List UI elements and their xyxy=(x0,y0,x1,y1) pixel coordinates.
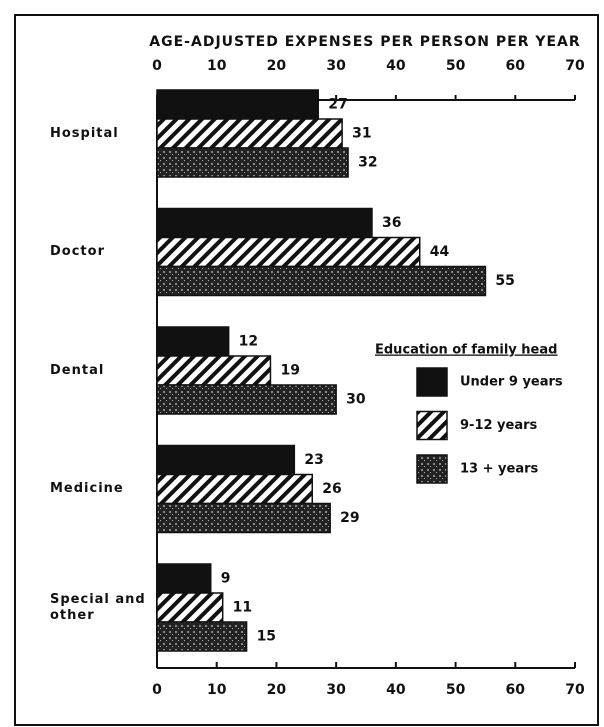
legend-title: Education of family head xyxy=(375,343,557,358)
value-label: 27 xyxy=(328,97,347,113)
bottom-tick-label: 60 xyxy=(506,682,526,698)
value-label: 26 xyxy=(322,481,341,497)
legend-label: 9-12 years xyxy=(460,418,538,433)
value-label: 15 xyxy=(257,629,276,645)
bar xyxy=(156,326,230,357)
bottom-tick-label: 30 xyxy=(326,682,346,698)
top-tick-label: 40 xyxy=(386,58,406,74)
value-label: 19 xyxy=(280,363,299,379)
value-label: 12 xyxy=(239,334,258,350)
bar xyxy=(156,563,212,594)
category-label: Special and other xyxy=(50,591,146,623)
bar xyxy=(156,444,296,476)
bottom-tick-label: 70 xyxy=(565,682,585,698)
value-label: 11 xyxy=(233,600,252,616)
value-label: 30 xyxy=(346,392,366,408)
bar xyxy=(156,118,343,149)
bottom-tick-label: 20 xyxy=(267,682,287,698)
value-label: 31 xyxy=(352,126,371,142)
value-label: 44 xyxy=(430,244,450,260)
bar xyxy=(156,89,319,120)
top-tick-label: 30 xyxy=(326,58,346,74)
value-label: 23 xyxy=(304,452,323,468)
top-tick-label: 20 xyxy=(267,58,287,74)
bar xyxy=(156,621,248,652)
bar xyxy=(156,473,314,505)
bar xyxy=(156,207,373,239)
bar xyxy=(156,502,331,534)
bottom-tick-label: 40 xyxy=(386,682,406,698)
bottom-tick-label: 10 xyxy=(207,682,227,698)
legend-label: 13 + years xyxy=(460,462,539,477)
chart-title: AGE-ADJUSTED EXPENSES PER PERSON PER YEA… xyxy=(149,34,580,50)
bar xyxy=(156,355,272,386)
top-tick-label: 50 xyxy=(446,58,466,74)
frame xyxy=(14,14,599,726)
value-label: 29 xyxy=(340,510,359,526)
bar xyxy=(156,265,487,297)
bottom-tick-label: 50 xyxy=(446,682,466,698)
value-label: 36 xyxy=(382,215,401,231)
category-label: Medicine xyxy=(50,481,124,496)
top-tick-label: 0 xyxy=(152,58,162,74)
legend-swatch xyxy=(416,410,448,441)
value-label: 32 xyxy=(358,155,377,171)
category-label: Doctor xyxy=(50,244,105,259)
value-label: 9 xyxy=(221,571,231,587)
legend-label: Under 9 years xyxy=(460,375,563,390)
bar xyxy=(156,384,337,415)
category-label: Dental xyxy=(50,362,105,378)
legend-swatch xyxy=(416,454,448,484)
bottom-tick-label: 0 xyxy=(152,682,162,698)
bar xyxy=(156,236,421,268)
bar xyxy=(156,147,349,178)
top-tick-label: 60 xyxy=(506,58,526,74)
bar xyxy=(156,592,224,623)
value-label: 55 xyxy=(495,273,514,289)
top-tick-label: 10 xyxy=(207,58,227,74)
legend-swatch xyxy=(416,367,448,397)
top-tick-label: 70 xyxy=(565,58,585,74)
category-label: Hospital xyxy=(50,125,119,141)
